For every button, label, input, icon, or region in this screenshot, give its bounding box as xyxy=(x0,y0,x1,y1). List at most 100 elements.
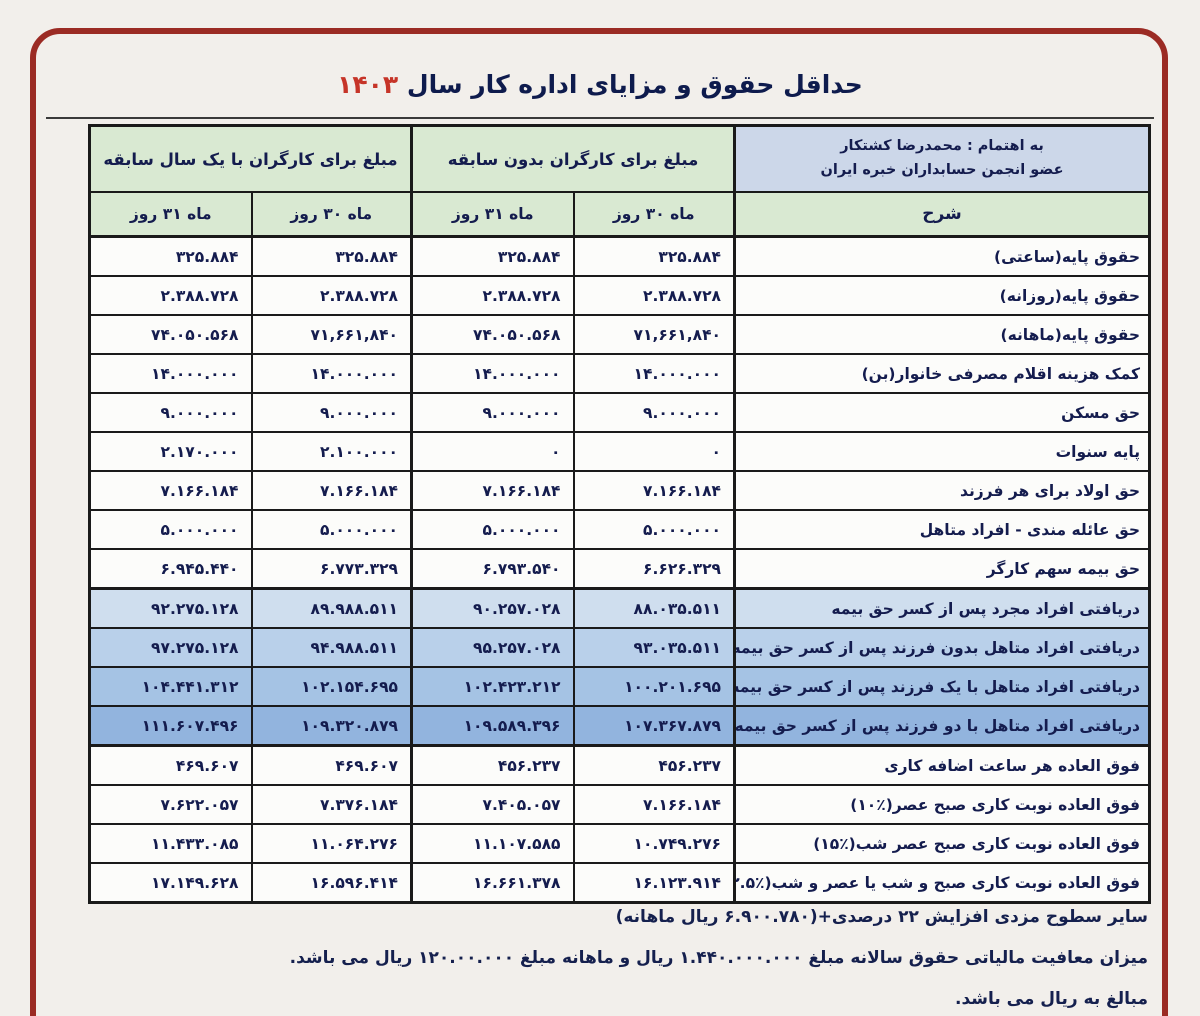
author-line-1: به اهتمام : محمدرضا کشتکار xyxy=(840,138,1044,155)
title-divider xyxy=(46,117,1154,119)
table-row: دریافتی افراد متاهل بدون فرزند پس از کسر… xyxy=(88,627,1151,668)
value-cell: ۹۴.۹۸۸.۵۱۱ xyxy=(250,627,413,668)
footnote-currency-unit: مبالغ به ریال می باشد. xyxy=(954,988,1148,1009)
value-cell: ۳۲۵.۸۸۴ xyxy=(250,235,413,277)
value-cell: ۸۹.۹۸۸.۵۱۱ xyxy=(250,587,413,629)
table-row: کمک هزینه اقلام مصرفی خانوار(بن) ۱۴.۰۰۰.۰… xyxy=(88,353,1151,394)
table-row: حقوق پایه(ماهانه) ۷۱,۶۶۱,۸۴۰ ۷۴.۰۵۰.۵۶۸ ۷۱,… xyxy=(88,314,1151,355)
value-cell: ۸۸.۰۳۵.۵۱۱ xyxy=(572,587,736,629)
value-cell: ۲.۱۰۰.۰۰۰ xyxy=(250,431,413,472)
value-cell: ۱۱۱.۶۰۷.۴۹۶ xyxy=(88,705,253,747)
value-cell: ۷۴.۰۵۰.۵۶۸ xyxy=(88,314,253,355)
page-title-year: ۱۴۰۳ xyxy=(337,70,399,99)
decorative-red-frame xyxy=(30,28,1168,1016)
value-cell: ۷۱,۶۶۱,۸۴۰ xyxy=(572,314,736,355)
value-cell: ۷.۱۶۶.۱۸۴ xyxy=(410,470,575,511)
table-row: حقوق پایه(روزانه) ۲.۳۸۸.۷۲۸ ۲.۳۸۸.۷۲۸ ۲.۳۸۸… xyxy=(88,275,1151,316)
value-cell: ۳۲۵.۸۸۴ xyxy=(88,235,253,277)
value-cell: ۱۰۴.۴۴۱.۳۱۲ xyxy=(88,666,253,707)
table-row: دریافتی افراد متاهل با یک فرزند پس از کس… xyxy=(88,666,1151,707)
footnotes: سایر سطوح مزدی افزایش ۲۲ درصدی+(۶.۹۰۰.۷۸… xyxy=(52,906,1148,1016)
value-cell: ۱۰۷.۳۶۷.۸۷۹ xyxy=(572,705,736,747)
table-row: دریافتی افراد متاهل با دو فرزند پس از کس… xyxy=(88,705,1151,747)
value-cell: ۴۵۶.۲۳۷ xyxy=(572,744,736,786)
value-cell: ۹۲.۲۷۵.۱۲۸ xyxy=(88,587,253,629)
row-label: حق اولاد برای هر فرزند xyxy=(733,470,1151,511)
group-header-one-year-experience: مبلغ برای کارگران با یک سال سابقه xyxy=(88,124,413,193)
value-cell: ۹۷.۲۷۵.۱۲۸ xyxy=(88,627,253,668)
row-label: فوق العاده هر ساعت اضافه کاری xyxy=(733,744,1151,786)
row-label: حق مسکن xyxy=(733,392,1151,433)
row-label: حقوق پایه(ساعتی) xyxy=(733,235,1151,277)
value-cell: ۹۰.۲۵۷.۰۲۸ xyxy=(410,587,575,629)
row-label: دریافتی افراد متاهل با دو فرزند پس از کس… xyxy=(733,705,1151,747)
value-cell: ۶.۷۷۳.۳۲۹ xyxy=(250,548,413,590)
value-cell: ۲.۳۸۸.۷۲۸ xyxy=(410,275,575,316)
value-cell: ۳۲۵.۸۸۴ xyxy=(410,235,575,277)
group-header-no-experience: مبلغ برای کارگران بدون سابقه xyxy=(410,124,736,193)
page-title: حداقل حقوق و مزایای اداره کار سال ۱۴۰۳ xyxy=(0,70,1200,99)
row-label: پایه سنوات xyxy=(733,431,1151,472)
value-cell: ۵.۰۰۰.۰۰۰ xyxy=(572,509,736,550)
value-cell: ۵.۰۰۰.۰۰۰ xyxy=(88,509,253,550)
value-cell: ۵.۰۰۰.۰۰۰ xyxy=(250,509,413,550)
value-cell: ۹۵.۲۵۷.۰۲۸ xyxy=(410,627,575,668)
value-cell: ۳۲۵.۸۸۴ xyxy=(572,235,736,277)
value-cell: ۲.۳۸۸.۷۲۸ xyxy=(88,275,253,316)
value-cell: ۱۰۲.۴۲۳.۲۱۲ xyxy=(410,666,575,707)
wage-table: به اهتمام : محمدرضا کشتکار عضو انجمن حسا… xyxy=(88,124,1152,904)
value-cell: ۱۴.۰۰۰.۰۰۰ xyxy=(250,353,413,394)
row-label: حق عائله مندی - افراد متاهل xyxy=(733,509,1151,550)
value-cell: ۷.۱۶۶.۱۸۴ xyxy=(572,784,736,825)
table-row: پایه سنوات ۰ ۰ ۲.۱۰۰.۰۰۰ ۲.۱۷۰.۰۰۰ xyxy=(88,431,1151,472)
value-cell: ۱۶.۶۶۱.۳۷۸ xyxy=(410,862,575,904)
row-label: فوق العاده نوبت کاری صبح عصر(٪۱۰) xyxy=(733,784,1151,825)
value-cell: ۱۰۰.۲۰۱.۶۹۵ xyxy=(572,666,736,707)
table-row: حق اولاد برای هر فرزند ۷.۱۶۶.۱۸۴ ۷.۱۶۶.۱۸۴… xyxy=(88,470,1151,511)
footnote-other-wage-levels: سایر سطوح مزدی افزایش ۲۲ درصدی+(۶.۹۰۰.۷۸… xyxy=(615,907,1148,927)
value-cell: ۷.۴۰۵.۰۵۷ xyxy=(410,784,575,825)
value-cell: ۶.۶۲۶.۳۲۹ xyxy=(572,548,736,590)
value-cell: ۷.۱۶۶.۱۸۴ xyxy=(88,470,253,511)
table-row: فوق العاده هر ساعت اضافه کاری ۴۵۶.۲۳۷ ۴۵۶.… xyxy=(88,744,1151,786)
subheader-30day-one-year: ماه ۳۰ روز xyxy=(250,191,413,238)
value-cell: ۱۶.۱۲۳.۹۱۴ xyxy=(572,862,736,904)
author-info-cell: به اهتمام : محمدرضا کشتکار عضو انجمن حسا… xyxy=(733,124,1151,193)
value-cell: ۶.۷۹۳.۵۴۰ xyxy=(410,548,575,590)
row-label: دریافتی افراد متاهل بدون فرزند پس از کسر… xyxy=(733,627,1151,668)
value-cell: ۱۱.۴۳۳.۰۸۵ xyxy=(88,823,253,864)
value-cell: ۷۱,۶۶۱,۸۴۰ xyxy=(250,314,413,355)
value-cell: ۱۰۹.۳۲۰.۸۷۹ xyxy=(250,705,413,747)
sub-header-row: شرح ماه ۳۰ روز ماه ۳۱ روز ماه ۳۰ روز ماه… xyxy=(88,191,1151,238)
value-cell: ۷۴.۰۵۰.۵۶۸ xyxy=(410,314,575,355)
value-cell: ۱۴.۰۰۰.۰۰۰ xyxy=(410,353,575,394)
table-header: به اهتمام : محمدرضا کشتکار عضو انجمن حسا… xyxy=(88,124,1151,238)
value-cell: ۴۵۶.۲۳۷ xyxy=(410,744,575,786)
value-cell: ۱۷.۱۴۹.۶۲۸ xyxy=(88,862,253,904)
value-cell: ۱۴.۰۰۰.۰۰۰ xyxy=(88,353,253,394)
table-row: دریافتی افراد مجرد پس از کسر حق بیمه ۸۸.۰… xyxy=(88,587,1151,629)
row-label: دریافتی افراد مجرد پس از کسر حق بیمه xyxy=(733,587,1151,629)
value-cell: ۰ xyxy=(410,431,575,472)
value-cell: ۱۰۹.۵۸۹.۳۹۶ xyxy=(410,705,575,747)
row-label: حقوق پایه(روزانه) xyxy=(733,275,1151,316)
table-row: فوق العاده نوبت کاری صبح عصر(٪۱۰) ۷.۱۶۶.۱… xyxy=(88,784,1151,825)
value-cell: ۵.۰۰۰.۰۰۰ xyxy=(410,509,575,550)
value-cell: ۱۴.۰۰۰.۰۰۰ xyxy=(572,353,736,394)
value-cell: ۲.۱۷۰.۰۰۰ xyxy=(88,431,253,472)
value-cell: ۹.۰۰۰.۰۰۰ xyxy=(410,392,575,433)
value-cell: ۱۰.۷۴۹.۲۷۶ xyxy=(572,823,736,864)
author-line-2: عضو انجمن حسابداران خبره ایران xyxy=(820,162,1064,178)
value-cell: ۹.۰۰۰.۰۰۰ xyxy=(88,392,253,433)
value-cell: ۹.۰۰۰.۰۰۰ xyxy=(250,392,413,433)
row-label: حقوق پایه(ماهانه) xyxy=(733,314,1151,355)
table-row: حق بیمه سهم کارگر ۶.۶۲۶.۳۲۹ ۶.۷۹۳.۵۴۰ ۶.۷۷۳… xyxy=(88,548,1151,590)
table-row: فوق العاده نوبت کاری صبح و شب یا عصر و ش… xyxy=(88,862,1151,904)
value-cell: ۷.۶۲۲.۰۵۷ xyxy=(88,784,253,825)
value-cell: ۱۰۲.۱۵۴.۶۹۵ xyxy=(250,666,413,707)
value-cell: ۲.۳۸۸.۷۲۸ xyxy=(572,275,736,316)
group-header-row: به اهتمام : محمدرضا کشتکار عضو انجمن حسا… xyxy=(88,124,1151,193)
table-row: حقوق پایه(ساعتی) ۳۲۵.۸۸۴ ۳۲۵.۸۸۴ ۳۲۵.۸۸۴ ۳۲۵… xyxy=(88,235,1151,277)
value-cell: ۶.۹۴۵.۴۴۰ xyxy=(88,548,253,590)
value-cell: ۱۱.۰۶۴.۲۷۶ xyxy=(250,823,413,864)
